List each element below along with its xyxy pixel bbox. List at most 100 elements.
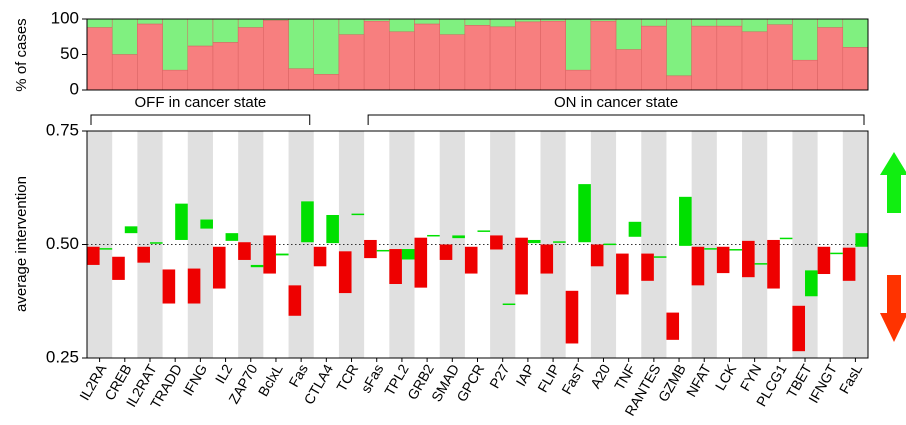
y-axis-label: % of cases	[13, 18, 30, 91]
bar-segment	[187, 45, 214, 91]
bar-segment	[766, 18, 793, 25]
bar-segment	[565, 69, 592, 91]
range-bar	[842, 247, 856, 281]
range-bar	[490, 235, 503, 250]
bar-segment	[691, 25, 718, 91]
bar-segment	[338, 18, 365, 35]
bar-segment	[540, 20, 566, 91]
group-label: ON in cancer state	[554, 94, 678, 111]
range-bar	[704, 248, 717, 250]
group-bracket	[367, 114, 865, 125]
range-bar	[427, 234, 440, 237]
range-bar	[288, 285, 302, 316]
group-bracket	[90, 114, 311, 125]
range-bar	[263, 235, 276, 274]
bar-segment	[86, 18, 113, 28]
bar-segment	[439, 18, 466, 35]
range-bar	[376, 249, 390, 252]
bar-segment	[716, 18, 743, 27]
bar-segment	[792, 59, 818, 91]
bar-segment	[263, 20, 289, 91]
bar-segment	[137, 23, 163, 91]
bar-segment	[414, 18, 440, 25]
x-tick-label: BclxL	[255, 361, 286, 399]
range-bar	[653, 256, 667, 258]
range-bar	[124, 226, 138, 234]
range-bar	[553, 241, 566, 243]
bar-segment	[187, 18, 214, 47]
bar-segment	[489, 18, 516, 28]
bar-segment	[111, 54, 138, 91]
x-tick-label: NFAT	[683, 361, 714, 399]
x-tick-label: IAP	[513, 361, 538, 389]
range-bar	[502, 303, 516, 306]
range-bar	[805, 270, 818, 297]
range-bar	[301, 201, 314, 243]
bar-segment	[641, 25, 667, 91]
range-bar	[515, 237, 528, 295]
range-bar	[439, 244, 453, 260]
bar-segment	[666, 18, 692, 77]
range-bar	[389, 249, 402, 284]
range-bar	[238, 242, 251, 260]
range-bar	[616, 253, 629, 295]
range-bar	[99, 248, 113, 250]
bar-segment	[590, 20, 617, 91]
bar-segment	[615, 18, 642, 50]
down-arrow	[880, 275, 906, 342]
y-tick-label: 100	[51, 8, 79, 27]
range-bar	[666, 312, 680, 340]
range-bar	[464, 246, 478, 274]
range-bar	[275, 253, 289, 256]
bar-segment	[288, 68, 314, 91]
bar-segment	[313, 74, 340, 91]
range-bar	[149, 242, 163, 244]
bar-segment	[86, 27, 113, 91]
x-tick-label: TCR	[333, 361, 361, 394]
bar-segment	[237, 27, 264, 91]
bar-segment	[766, 24, 793, 91]
range-bar	[590, 244, 604, 267]
range-bar	[565, 290, 579, 344]
range-bar	[313, 246, 327, 267]
range-bar	[527, 239, 541, 244]
bar-segment	[111, 18, 138, 55]
bar-segment	[288, 18, 314, 69]
bar-segment	[389, 18, 415, 33]
bar-segment	[716, 25, 743, 91]
range-bar	[326, 214, 339, 244]
bar-segment	[489, 26, 516, 91]
range-bar	[401, 249, 415, 260]
range-bar	[187, 268, 201, 304]
range-bar	[250, 264, 264, 268]
range-bar	[691, 246, 705, 286]
x-tick-label: IFNG	[180, 361, 211, 398]
range-bar	[200, 219, 213, 229]
range-bar	[162, 269, 176, 304]
range-bar	[641, 253, 654, 281]
range-bar	[137, 246, 150, 263]
bar-segment	[237, 18, 264, 28]
x-tick-label: LCK	[712, 361, 740, 393]
range-bar	[225, 233, 239, 241]
range-bar	[628, 221, 642, 237]
group-label: OFF in cancer state	[135, 94, 267, 111]
bar-segment	[817, 27, 844, 91]
bar-segment	[641, 18, 667, 27]
range-bar	[578, 184, 591, 243]
bar-segment	[741, 31, 768, 91]
range-bar	[540, 244, 554, 274]
range-bar	[452, 235, 465, 239]
range-bar	[742, 240, 755, 278]
bar-segment	[363, 20, 390, 91]
bar-segment	[817, 18, 844, 28]
y-tick-label: 0.75	[46, 120, 79, 139]
y-tick-label: 50	[60, 44, 79, 63]
range-bar	[414, 237, 428, 288]
bar-segment	[414, 23, 440, 91]
bar-segment	[842, 18, 869, 48]
range-bar	[817, 246, 831, 275]
bar-segment	[212, 18, 239, 43]
y-tick-label: 0	[70, 79, 79, 98]
range-bar	[855, 233, 868, 247]
